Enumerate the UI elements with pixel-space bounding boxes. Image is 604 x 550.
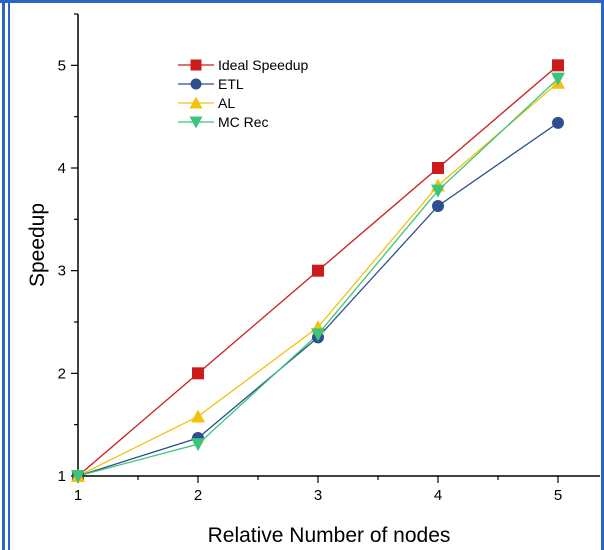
frame-left-inner-border [8, 0, 10, 550]
data-point-al [191, 409, 205, 423]
y-tick-label: 1 [58, 468, 66, 485]
legend-label-ideal-speedup: Ideal Speedup [218, 57, 309, 73]
data-point-mc-rec [311, 328, 325, 342]
data-point-ideal-speedup [432, 162, 444, 174]
x-tick-label: 2 [194, 487, 202, 504]
series-line-etl [77, 122, 559, 477]
frame-top-border [0, 0, 604, 3]
axes [77, 14, 600, 477]
data-point-etl [552, 116, 564, 129]
frame-right-border [601, 0, 604, 550]
legend-label-mc-rec: MC Rec [218, 114, 269, 130]
x-tick-label: 4 [434, 487, 442, 504]
frame-left-border [2, 0, 5, 550]
data-point-mc-rec [71, 470, 85, 483]
legend-marker-ideal-speedup [190, 59, 202, 71]
data-point-mc-rec [431, 184, 445, 198]
series-line-mc-rec [77, 78, 559, 477]
data-point-ideal-speedup [552, 59, 564, 72]
data-point-mc-rec [551, 72, 565, 86]
legend: Ideal Speedup ETL AL MC Rec [178, 57, 309, 130]
y-tick-label: 4 [58, 160, 66, 177]
data-point-mc-rec [191, 438, 205, 452]
series-markers [71, 59, 565, 483]
series-line-al [77, 82, 559, 477]
legend-marker-etl [190, 78, 202, 90]
x-tick-label: 1 [74, 487, 82, 504]
x-axis-title: Relative Number of nodes [208, 524, 451, 547]
ticks: 1 2 3 4 5 1 2 3 4 5 [58, 13, 562, 504]
data-point-ideal-speedup [312, 264, 324, 277]
x-tick-label: 3 [314, 487, 322, 504]
legend-marker-al [189, 96, 203, 109]
y-tick-label: 5 [58, 57, 66, 74]
legend-marker-mc-rec [189, 116, 203, 129]
y-tick-label: 3 [58, 263, 66, 280]
legend-label-etl: ETL [218, 76, 244, 92]
data-point-etl [432, 199, 444, 212]
y-tick-label: 2 [58, 365, 66, 382]
x-tick-label: 5 [554, 487, 562, 504]
legend-label-al: AL [218, 95, 235, 111]
data-point-ideal-speedup [192, 367, 204, 380]
y-axis-title: Speedup [26, 203, 49, 287]
